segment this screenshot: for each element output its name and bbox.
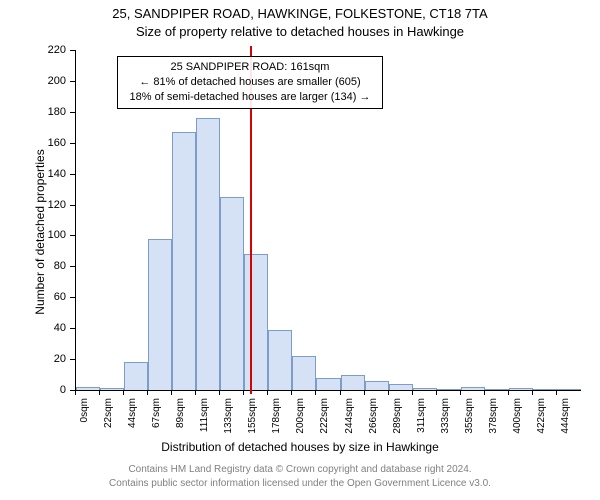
histogram-bar (244, 254, 268, 390)
x-tick-label: 0sqm (79, 398, 90, 422)
annotation-box: 25 SANDPIPER ROAD: 161sqm ← 81% of detac… (117, 56, 383, 109)
x-tick (75, 390, 76, 395)
y-tick-label: 60 (36, 291, 66, 303)
histogram-bar (437, 389, 461, 390)
histogram-bar (533, 389, 557, 390)
y-tick-label: 200 (36, 75, 66, 87)
x-tick-label: 333sqm (440, 398, 451, 434)
x-tick (556, 390, 557, 395)
x-tick (364, 390, 365, 395)
x-tick-label: 244sqm (344, 398, 355, 434)
y-tick-label: 0 (36, 384, 66, 396)
x-tick (436, 390, 437, 395)
y-tick (70, 50, 75, 51)
x-tick (195, 390, 196, 395)
annotation-line-2: ← 81% of detached houses are smaller (60… (122, 75, 378, 90)
histogram-bar (316, 378, 340, 390)
y-tick-label: 20 (36, 353, 66, 365)
annotation-line-3: 18% of semi-detached houses are larger (… (122, 90, 378, 105)
x-tick (412, 390, 413, 395)
x-tick (219, 390, 220, 395)
histogram-bar (76, 387, 100, 390)
histogram-bar (148, 239, 172, 390)
histogram-bar (268, 330, 292, 390)
histogram-bar (292, 356, 316, 390)
x-tick-label: 200sqm (295, 398, 306, 434)
y-tick (70, 143, 75, 144)
y-tick (70, 235, 75, 236)
x-tick (508, 390, 509, 395)
y-tick-label: 160 (36, 137, 66, 149)
x-tick (340, 390, 341, 395)
x-tick (532, 390, 533, 395)
y-tick-label: 180 (36, 106, 66, 118)
y-tick (70, 112, 75, 113)
x-tick (123, 390, 124, 395)
x-tick-label: 44sqm (127, 398, 138, 428)
x-tick (267, 390, 268, 395)
x-tick (243, 390, 244, 395)
x-tick-label: 444sqm (560, 398, 571, 434)
y-tick (70, 328, 75, 329)
histogram-bar (413, 388, 437, 390)
y-tick (70, 205, 75, 206)
histogram-bar (461, 387, 485, 390)
y-tick (70, 266, 75, 267)
title-line-1: 25, SANDPIPER ROAD, HAWKINGE, FOLKESTONE… (0, 6, 600, 21)
x-tick (147, 390, 148, 395)
x-tick-label: 178sqm (271, 398, 282, 434)
y-tick-label: 140 (36, 168, 66, 180)
x-tick-label: 400sqm (512, 398, 523, 434)
histogram-bar (557, 389, 581, 390)
y-tick (70, 297, 75, 298)
footer-line-2: Contains public sector information licen… (0, 478, 600, 489)
x-tick-label: 422sqm (536, 398, 547, 434)
x-tick-label: 67sqm (151, 398, 162, 428)
annotation-line-1: 25 SANDPIPER ROAD: 161sqm (122, 60, 378, 75)
y-tick-label: 100 (36, 229, 66, 241)
x-tick-label: 155sqm (247, 398, 258, 434)
histogram-bar (100, 388, 124, 390)
histogram-bar (220, 197, 244, 390)
x-tick-label: 378sqm (488, 398, 499, 434)
x-tick (460, 390, 461, 395)
x-tick (291, 390, 292, 395)
histogram-bar (389, 384, 413, 390)
x-tick (484, 390, 485, 395)
y-tick (70, 81, 75, 82)
x-tick-label: 266sqm (368, 398, 379, 434)
x-tick-label: 311sqm (416, 398, 427, 433)
x-tick-label: 289sqm (392, 398, 403, 434)
x-tick-label: 355sqm (464, 398, 475, 434)
x-tick-label: 222sqm (319, 398, 330, 434)
histogram-bar (172, 132, 196, 390)
histogram-bar (509, 388, 533, 390)
y-tick-label: 120 (36, 199, 66, 211)
y-tick-label: 220 (36, 44, 66, 56)
x-tick (171, 390, 172, 395)
x-tick (315, 390, 316, 395)
y-tick-label: 40 (36, 322, 66, 334)
histogram-bar (341, 375, 365, 390)
footer-line-1: Contains HM Land Registry data © Crown c… (0, 464, 600, 475)
histogram-bar (365, 381, 389, 390)
x-tick-label: 22sqm (103, 398, 114, 428)
y-tick (70, 174, 75, 175)
title-line-2: Size of property relative to detached ho… (0, 24, 600, 39)
y-tick-label: 80 (36, 260, 66, 272)
histogram-bar (196, 118, 220, 390)
histogram-bar (485, 389, 509, 390)
histogram-bar (124, 362, 148, 390)
x-tick-label: 89sqm (175, 398, 186, 428)
x-tick-label: 133sqm (223, 398, 234, 434)
x-tick (388, 390, 389, 395)
y-tick (70, 359, 75, 360)
x-axis-label: Distribution of detached houses by size … (0, 440, 600, 454)
x-tick-label: 111sqm (199, 398, 210, 432)
x-tick (99, 390, 100, 395)
